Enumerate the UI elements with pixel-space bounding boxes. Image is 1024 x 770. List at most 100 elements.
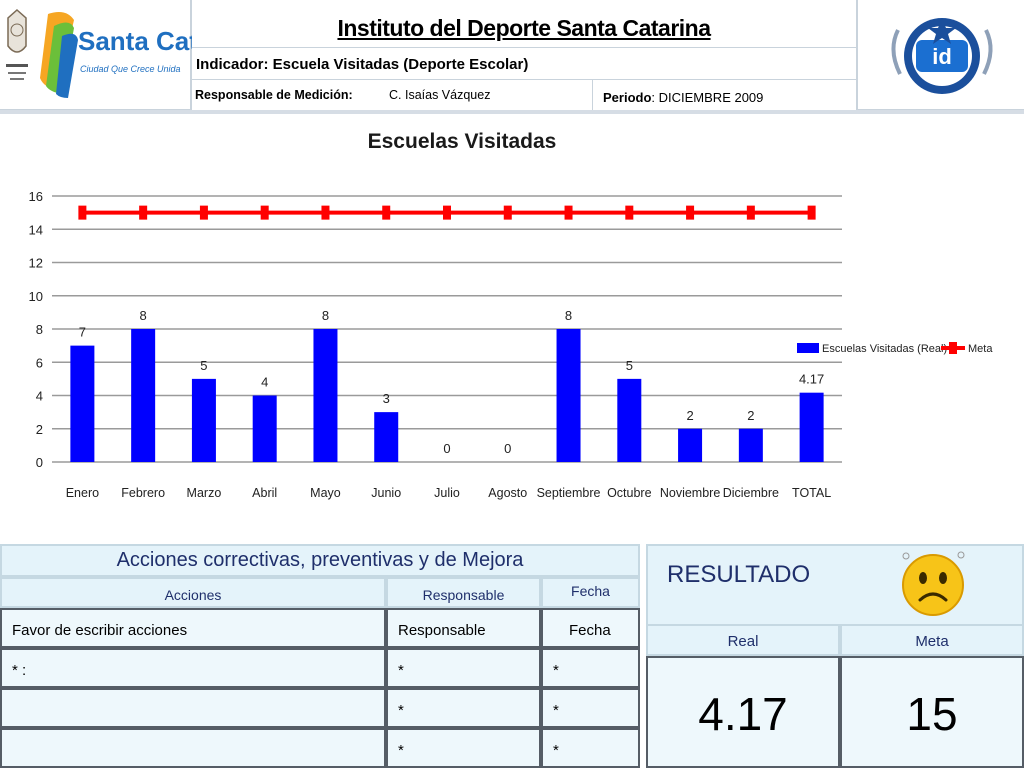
municipal-seal-icon <box>6 8 28 80</box>
responsible-cell-text: * <box>398 662 404 679</box>
y-tick-label: 10 <box>29 289 43 304</box>
data-label: 2 <box>686 408 693 423</box>
bar-enero <box>70 345 95 462</box>
date-cell[interactable]: * <box>541 728 640 768</box>
legend-label-meta: Meta <box>968 343 993 355</box>
x-tick-label: Julio <box>434 486 460 500</box>
y-tick-label: 4 <box>36 389 43 404</box>
date-cell-text: * <box>553 742 559 759</box>
x-tick-label: Octubre <box>607 486 652 500</box>
bar-mayo <box>313 329 338 462</box>
schools-visited-chart: Escuelas Visitadas 0 2 4 6 8 10 12 14 16 7 8 5 4 8 3 0… <box>29 130 994 500</box>
santa-catarina-logo: Santa Catarina Ciudad Que Crece Unida <box>40 12 192 98</box>
sad-face-icon <box>902 551 965 616</box>
institute-logo-text: id <box>932 44 952 69</box>
meta-marker <box>625 205 634 220</box>
meta-column-header: Meta <box>840 624 1024 656</box>
meta-marker <box>686 205 695 220</box>
responsible-cell[interactable]: * <box>386 728 541 768</box>
responsible-value: C. Isaías Vázquez <box>389 88 491 102</box>
period-cell: Periodo: DICIEMBRE 2009 <box>592 80 857 111</box>
data-label: 0 <box>504 441 511 456</box>
action-cell-text: * : <box>12 662 27 679</box>
bar-febrero <box>131 329 156 462</box>
meta-marker <box>321 205 330 220</box>
bar-junio <box>374 412 399 462</box>
action-cell[interactable] <box>0 728 386 768</box>
bar-octubre <box>617 378 642 462</box>
responsible-label: Responsable de Medición: <box>195 88 353 102</box>
x-tick-label: Marzo <box>187 486 222 500</box>
meta-marker <box>746 205 755 220</box>
data-label: 4 <box>261 375 268 390</box>
y-tick-label: 6 <box>36 355 43 370</box>
actions-column-header: Acciones <box>0 577 386 608</box>
y-tick-label: 16 <box>29 189 43 204</box>
data-label: 3 <box>383 391 390 406</box>
x-tick-label: Febrero <box>121 486 165 500</box>
meta-marker <box>443 205 451 220</box>
actions-title: Acciones correctivas, preventivas y de M… <box>0 544 640 577</box>
meta-marker <box>382 205 391 220</box>
date-cell-text: Fecha <box>569 622 611 639</box>
x-tick-label: Agosto <box>488 486 527 500</box>
legend-swatch-real <box>797 343 819 353</box>
date-cell[interactable]: * <box>541 648 640 688</box>
header-logo-panel: Santa Catarina Ciudad Que Crece Unida <box>0 0 192 111</box>
data-label: 0 <box>443 441 450 456</box>
date-cell-text: * <box>553 702 559 719</box>
real-value: 4.17 <box>646 656 840 768</box>
x-tick-label: TOTAL <box>792 486 831 500</box>
svg-text:Ciudad Que Crece Unida: Ciudad Que Crece Unida <box>80 64 181 74</box>
x-tick-label: Septiembre <box>537 486 601 500</box>
y-tick-label: 0 <box>36 455 43 470</box>
chart-title: Escuelas Visitadas <box>368 130 557 153</box>
action-cell[interactable]: Favor de escribir acciones <box>0 608 386 648</box>
responsible-cell-text: Responsable <box>398 622 486 639</box>
responsible-cell-text: * <box>398 742 404 759</box>
responsible-cell[interactable]: Responsable <box>386 608 541 648</box>
legend-swatch-meta-marker <box>949 342 957 354</box>
meta-marker <box>503 205 512 220</box>
data-label: 5 <box>200 358 207 373</box>
page-title: Instituto del Deporte Santa Catarina <box>337 15 711 41</box>
period-value: : DICIEMBRE 2009 <box>651 90 764 105</box>
date-cell[interactable]: Fecha <box>541 608 640 648</box>
header-title-row: Instituto del Deporte Santa Catarina <box>192 0 856 48</box>
meta-marker <box>807 205 816 220</box>
x-tick-label: Diciembre <box>723 486 779 500</box>
y-tick-label: 12 <box>29 256 43 271</box>
x-tick-label: Junio <box>371 486 401 500</box>
data-label: 8 <box>322 308 329 323</box>
real-column-header: Real <box>646 624 840 656</box>
data-label: 7 <box>79 325 86 340</box>
legend-label-real: Escuelas Visitadas (Real) <box>822 343 947 355</box>
action-cell-text: Favor de escribir acciones <box>12 622 188 639</box>
action-cell[interactable] <box>0 688 386 728</box>
meta-marker <box>139 205 148 220</box>
y-tick-label: 8 <box>36 322 43 337</box>
institute-logo-panel: id <box>856 0 1024 111</box>
x-tick-label: Noviembre <box>660 486 720 500</box>
responsible-cell[interactable]: * <box>386 648 541 688</box>
bar-septiembre <box>556 329 581 462</box>
bar-abril <box>252 395 277 462</box>
indicator-label: Indicador: Escuela Visitadas (Deporte Es… <box>196 56 529 73</box>
svg-text:Santa Catarina: Santa Catarina <box>78 26 192 56</box>
meta-marker <box>260 205 269 220</box>
data-label: 2 <box>747 408 754 423</box>
data-label: 5 <box>626 358 633 373</box>
data-label: 8 <box>565 308 572 323</box>
action-cell[interactable]: * : <box>0 648 386 688</box>
meta-marker <box>78 205 87 220</box>
x-tick-label: Mayo <box>310 486 341 500</box>
date-cell[interactable]: * <box>541 688 640 728</box>
x-tick-label: Enero <box>66 486 99 500</box>
responsible-cell[interactable]: * <box>386 688 541 728</box>
indicator-row: Indicador: Escuela Visitadas (Deporte Es… <box>192 48 856 80</box>
header-divider <box>0 110 1024 114</box>
bar-diciembre <box>738 428 763 462</box>
date-cell-text: * <box>553 662 559 679</box>
responsible-cell-text: * <box>398 702 404 719</box>
meta-marker <box>564 205 573 220</box>
